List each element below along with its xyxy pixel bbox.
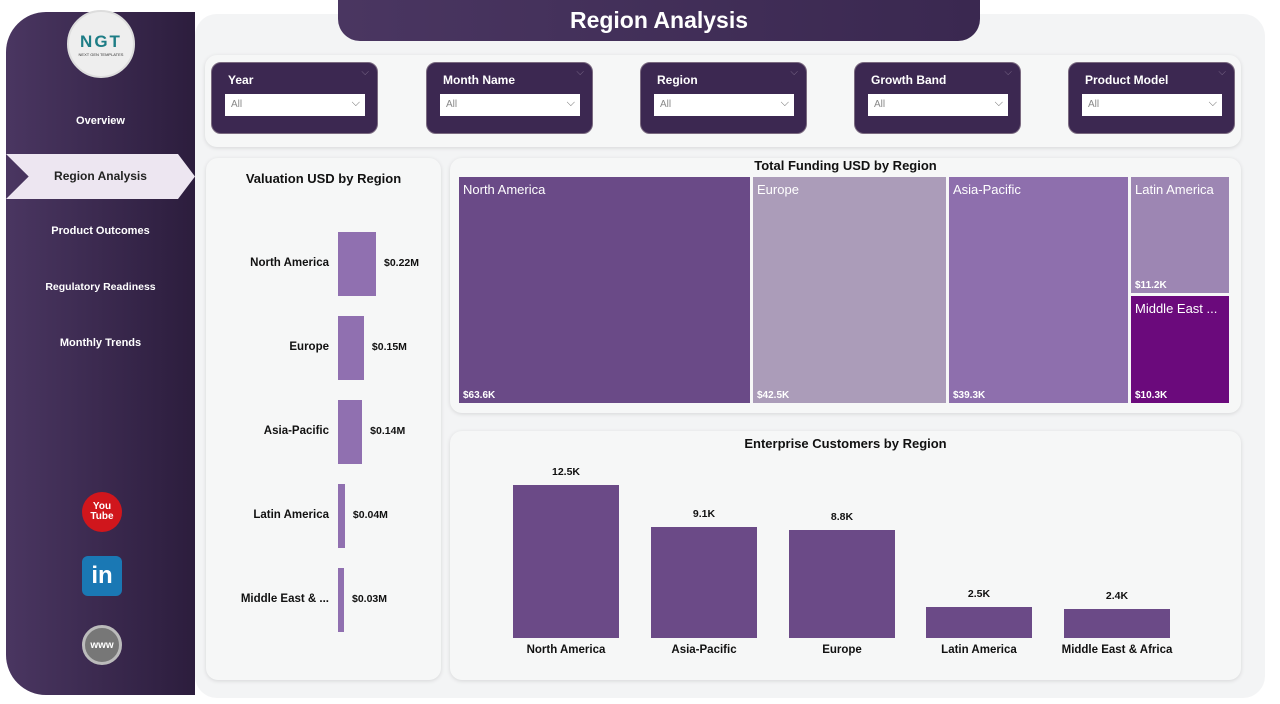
filter-region: Region ⌵ All ⌵ [640,62,807,134]
treemap-tile[interactable]: Latin America $11.2K [1131,177,1229,293]
treemap-tile[interactable]: Middle East ... $10.3K [1131,296,1229,403]
customers-data-label: 2.5K [967,588,991,601]
customers-bar[interactable] [651,526,757,638]
filter-value: All [660,99,672,110]
valuation-category-label: Asia-Pacific [263,425,329,437]
treemap-value: $11.2K [1135,280,1167,291]
valuation-bar[interactable] [338,316,364,380]
filter-label: Region [657,73,698,87]
valuation-data-label: $0.03M [352,593,388,605]
filter-label: Growth Band [871,73,947,87]
chevron-down-icon[interactable]: ⌵ [790,67,798,78]
valuation-data-label: $0.15M [371,341,407,353]
nav-regulatory-readiness[interactable]: Regulatory Readiness [45,281,156,293]
treemap-label: Middle East ... [1135,301,1218,316]
valuation-card [206,158,441,680]
nav-region-analysis[interactable]: Region Analysis [6,154,195,199]
chevron-down-icon[interactable]: ⌵ [576,67,584,78]
treemap-tile[interactable]: North America $63.6K [459,177,750,403]
customers-data-label: 9.1K [692,507,716,520]
nav-product-outcomes[interactable]: Product Outcomes [51,225,150,237]
valuation-data-label: $0.04M [352,509,388,521]
customers-category-label: North America [526,644,606,656]
treemap-value: $42.5K [757,390,790,401]
nav-monthly-trends[interactable]: Monthly Trends [59,337,142,349]
valuation-data-label: $0.14M [370,425,406,437]
nav-overview[interactable]: Overview [76,115,125,127]
valuation-bar[interactable] [338,232,376,296]
filter-month-name: Month Name ⌵ All ⌵ [426,62,593,134]
valuation-category-label: Middle East & ... [240,593,329,605]
page-title: Region Analysis [338,0,980,41]
customers-bar[interactable] [926,607,1032,638]
treemap-label: North America [463,182,546,197]
filter-product-model: Product Model ⌵ All ⌵ [1068,62,1235,134]
valuation-category-label: North America [250,257,329,269]
treemap-value: $63.6K [463,390,496,401]
linkedin-icon[interactable]: in [82,556,122,596]
treemap-value: $10.3K [1135,390,1168,401]
chevron-down-icon[interactable]: ⌵ [1004,67,1012,78]
customers-data-label: 12.5K [551,466,581,478]
filter-growth-band: Growth Band ⌵ All ⌵ [854,62,1021,134]
valuation-data-label: $0.22M [384,257,420,269]
filter-dropdown-month-name[interactable]: All ⌵ [440,94,580,116]
treemap-label: Latin America [1135,182,1214,197]
chevron-down-icon: ⌵ [566,97,575,109]
chevron-down-icon: ⌵ [994,97,1003,109]
filter-value: All [874,99,886,110]
funding-title: Total Funding USD by Region [754,158,937,173]
filter-dropdown-region[interactable]: All ⌵ [654,94,794,116]
filter-label: Month Name [443,73,515,87]
globe-icon[interactable]: www [82,625,122,665]
chevron-down-icon: ⌵ [351,97,360,109]
filter-value: All [446,99,458,110]
customers-category-label: Latin America [941,644,1017,656]
customers-bar[interactable] [789,530,895,638]
filter-label: Product Model [1085,73,1169,87]
treemap-label: Asia-Pacific [953,182,1021,197]
valuation-category-label: Europe [289,341,329,353]
chevron-down-icon[interactable]: ⌵ [1218,67,1226,78]
treemap-value: $39.3K [953,390,986,401]
customers-data-label: 8.8K [830,511,854,524]
chevron-down-icon[interactable]: ⌵ [361,67,369,78]
filter-dropdown-year[interactable]: All ⌵ [225,94,365,116]
chevron-down-icon: ⌵ [780,97,789,109]
valuation-bar[interactable] [338,400,363,464]
chevron-down-icon: ⌵ [1208,97,1217,109]
treemap-label: Europe [757,182,799,197]
customers-category-label: Asia-Pacific [671,644,737,656]
filter-year: Year ⌵ All ⌵ [211,62,378,134]
valuation-bar[interactable] [338,568,344,632]
filter-value: All [1088,99,1100,110]
customers-bar[interactable] [1064,608,1170,638]
customers-title: Enterprise Customers by Region [744,436,947,451]
customers-data-label: 2.4K [1105,589,1129,602]
logo-subtext: NEXT GEN TEMPLATES [78,51,124,57]
filter-dropdown-product-model[interactable]: All ⌵ [1082,94,1222,116]
treemap-tile[interactable]: Europe $42.5K [753,177,946,403]
customers-bar[interactable] [513,485,619,638]
valuation-category-label: Latin America [253,509,329,521]
filter-value: All [231,99,243,110]
logo: NGT NEXT GEN TEMPLATES [67,10,135,78]
filter-label: Year [228,73,254,87]
filter-dropdown-growth-band[interactable]: All ⌵ [868,94,1008,116]
logo-text: NGT [80,31,122,51]
valuation-title: Valuation USD by Region [245,171,402,186]
valuation-bar[interactable] [338,484,345,548]
youtube-icon[interactable]: You Tube [82,492,122,532]
customers-category-label: Middle East & Africa [1061,644,1173,656]
treemap-tile[interactable]: Asia-Pacific $39.3K [949,177,1128,403]
customers-category-label: Europe [822,644,862,656]
